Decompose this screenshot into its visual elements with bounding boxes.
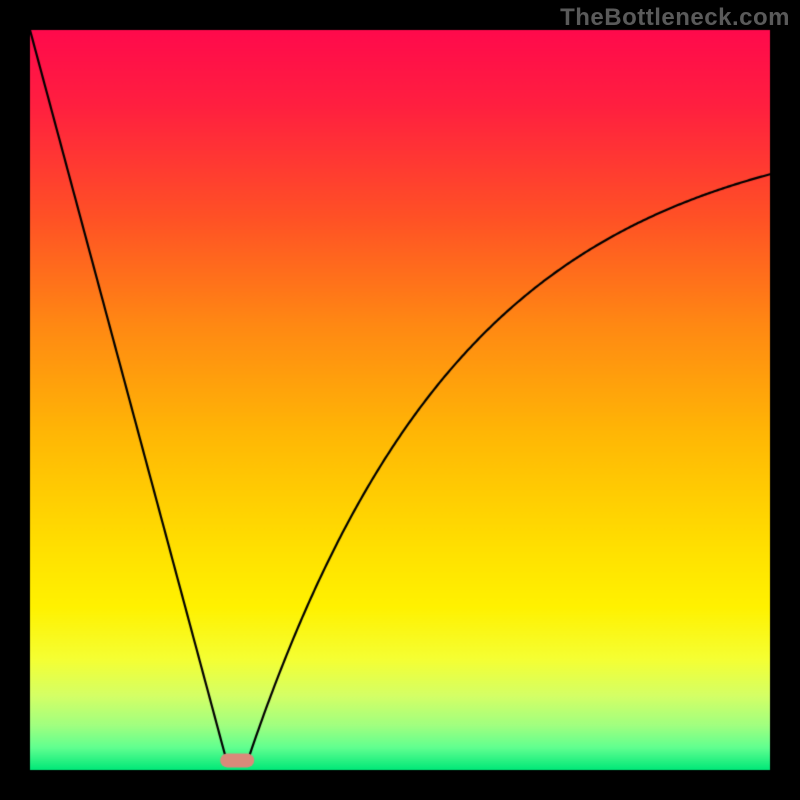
chart-container: TheBottleneck.com <box>0 0 800 800</box>
watermark-text: TheBottleneck.com <box>560 4 790 32</box>
bottleneck-chart-canvas <box>0 0 800 800</box>
